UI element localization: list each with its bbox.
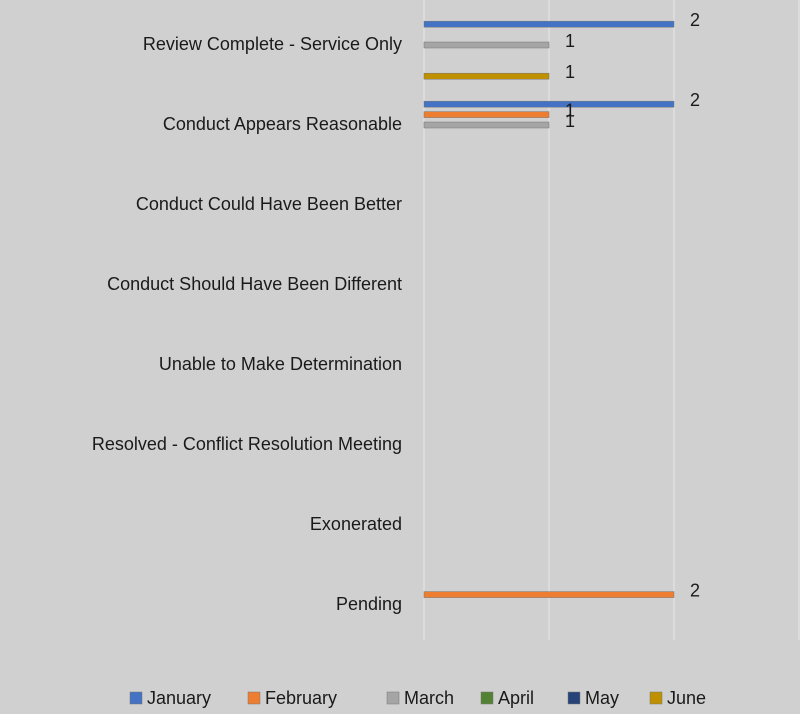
y-tick-label: Unable to Make Determination xyxy=(159,354,402,374)
legend-label: January xyxy=(147,688,211,708)
y-tick-label: Review Complete - Service Only xyxy=(143,34,402,54)
legend-swatch xyxy=(480,691,494,705)
legend-label: April xyxy=(498,688,534,708)
data-label: 1 xyxy=(565,111,575,131)
data-label: 2 xyxy=(690,90,700,110)
legend-label: June xyxy=(667,688,706,708)
legend-label: February xyxy=(265,688,337,708)
data-label: 2 xyxy=(690,10,700,30)
y-tick-label: Conduct Should Have Been Different xyxy=(107,274,402,294)
legend-swatch xyxy=(386,691,400,705)
legend-swatch xyxy=(129,691,143,705)
bar xyxy=(423,72,550,80)
bar xyxy=(423,41,550,49)
data-label: 1 xyxy=(565,31,575,51)
y-tick-label: Conduct Could Have Been Better xyxy=(136,194,402,214)
data-label: 1 xyxy=(565,100,575,120)
bar xyxy=(423,100,675,108)
y-tick-label: Pending xyxy=(336,594,402,614)
y-tick-label: Conduct Appears Reasonable xyxy=(163,114,402,134)
y-tick-label: Exonerated xyxy=(310,514,402,534)
data-label: 2 xyxy=(690,580,700,600)
legend-swatch xyxy=(649,691,663,705)
legend-swatch xyxy=(247,691,261,705)
legend-label: May xyxy=(585,688,619,708)
legend-label: March xyxy=(404,688,454,708)
data-label: 1 xyxy=(565,62,575,82)
y-tick-label: Resolved - Conflict Resolution Meeting xyxy=(92,434,402,454)
bar xyxy=(423,121,550,129)
legend-swatch xyxy=(567,691,581,705)
bar xyxy=(423,111,550,118)
bar xyxy=(423,20,675,28)
bar xyxy=(423,591,675,598)
